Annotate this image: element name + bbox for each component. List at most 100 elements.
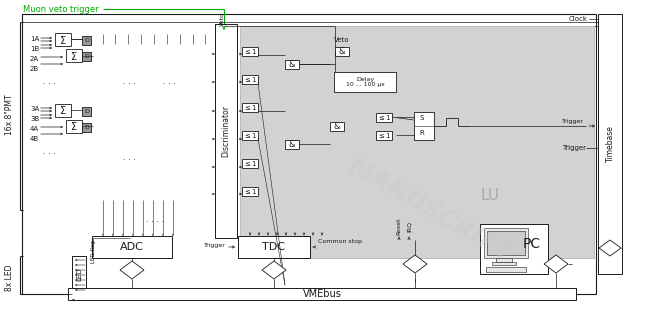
Text: Veto: Veto [220,12,224,26]
Bar [492,262,516,265]
Text: &: & [289,60,295,69]
Text: VMEbus: VMEbus [303,289,341,299]
Text: IRQ: IRQ [406,220,411,231]
Bar [242,47,258,56]
Text: D: D [84,54,89,59]
Text: Trigger: Trigger [562,145,586,151]
Text: $\leq$1: $\leq$1 [243,187,257,196]
Text: Trigger: Trigger [562,120,584,125]
Text: MANUSCRIPT: MANUSCRIPT [343,153,516,267]
Text: 1B: 1B [30,46,40,52]
Text: $\leq$1: $\leq$1 [376,131,391,140]
Bar [242,131,258,140]
Text: LED flag: LED flag [91,241,95,263]
Bar [72,256,86,292]
Text: Reset: Reset [397,217,402,235]
Text: $\Sigma$: $\Sigma$ [59,34,67,46]
Bar [376,113,392,122]
Text: &: & [289,140,295,149]
Text: Discriminator: Discriminator [222,105,231,157]
Bar [55,33,71,46]
Bar [285,60,299,69]
Text: $\leq$1: $\leq$1 [243,75,257,84]
Text: Delay
10 ... 100 μs: Delay 10 ... 100 μs [345,77,384,87]
Text: 4B: 4B [30,136,39,142]
Text: Clock: Clock [569,16,588,22]
Text: 2B: 2B [30,66,39,72]
Text: 4A: 4A [30,126,39,132]
Text: . . .: . . . [123,78,137,86]
Bar [334,72,396,92]
Polygon shape [544,255,568,273]
Bar [486,267,526,272]
Text: . . .: . . . [163,78,176,86]
Text: ADC: ADC [120,242,144,252]
Bar [82,123,91,132]
Polygon shape [403,255,427,273]
Text: Timebase: Timebase [605,126,614,162]
Bar [376,131,392,140]
Bar [487,231,525,255]
Bar [598,14,622,274]
Bar [82,36,91,45]
Bar [414,112,434,140]
Text: &: & [334,122,340,131]
Text: Veto: Veto [334,37,350,43]
Bar [82,52,91,61]
Bar [335,47,349,56]
Text: 8x LED: 8x LED [5,265,14,291]
Polygon shape [262,261,286,279]
Bar [242,159,258,168]
Text: D: D [84,125,89,130]
Text: 16x 8"PMT: 16x 8"PMT [5,95,14,135]
Text: Muon veto trigger: Muon veto trigger [23,5,98,13]
Text: 3A: 3A [30,106,40,112]
Text: 1A: 1A [30,36,40,42]
Text: 3B: 3B [30,116,40,122]
Bar [55,104,71,117]
Text: . . .: . . . [43,78,56,86]
Text: LED: LED [76,267,82,281]
Polygon shape [120,261,144,279]
Text: Common stop: Common stop [318,240,362,244]
Text: &: & [339,47,345,56]
Text: $\leq$1: $\leq$1 [243,159,257,168]
Text: $\leq$1: $\leq$1 [376,113,391,122]
Text: PC: PC [523,237,541,251]
Text: TDC: TDC [262,242,286,252]
Bar [496,258,512,262]
Bar [82,107,91,116]
Bar [242,103,258,112]
Bar [68,288,576,300]
Text: 2A: 2A [30,56,39,62]
Bar [242,75,258,84]
Bar [285,140,299,149]
Text: . . .: . . . [123,153,137,161]
Text: Trigger: Trigger [204,244,226,248]
Text: $\Sigma$: $\Sigma$ [59,105,67,116]
Text: $\leq$1: $\leq$1 [243,103,257,112]
Text: $\leq$1: $\leq$1 [243,47,257,56]
Polygon shape [599,240,621,256]
Text: $\leq$1: $\leq$1 [243,131,257,140]
Text: . . . .: . . . . [146,215,164,225]
Bar [484,228,528,258]
Text: $\Sigma$: $\Sigma$ [70,121,78,132]
Text: D: D [84,109,89,114]
Bar [92,236,172,258]
Text: $\Sigma$: $\Sigma$ [70,50,78,62]
Bar [240,26,594,258]
Text: D: D [84,38,89,43]
Text: LU: LU [481,187,500,202]
Text: R: R [419,130,424,136]
Bar [22,14,596,294]
Bar [330,122,344,131]
Bar [242,187,258,196]
Text: . . .: . . . [43,147,56,156]
Bar [480,224,548,274]
Bar [66,120,82,133]
Bar [215,24,237,238]
Bar [238,236,310,258]
Bar [66,49,82,62]
Text: S: S [419,115,423,121]
